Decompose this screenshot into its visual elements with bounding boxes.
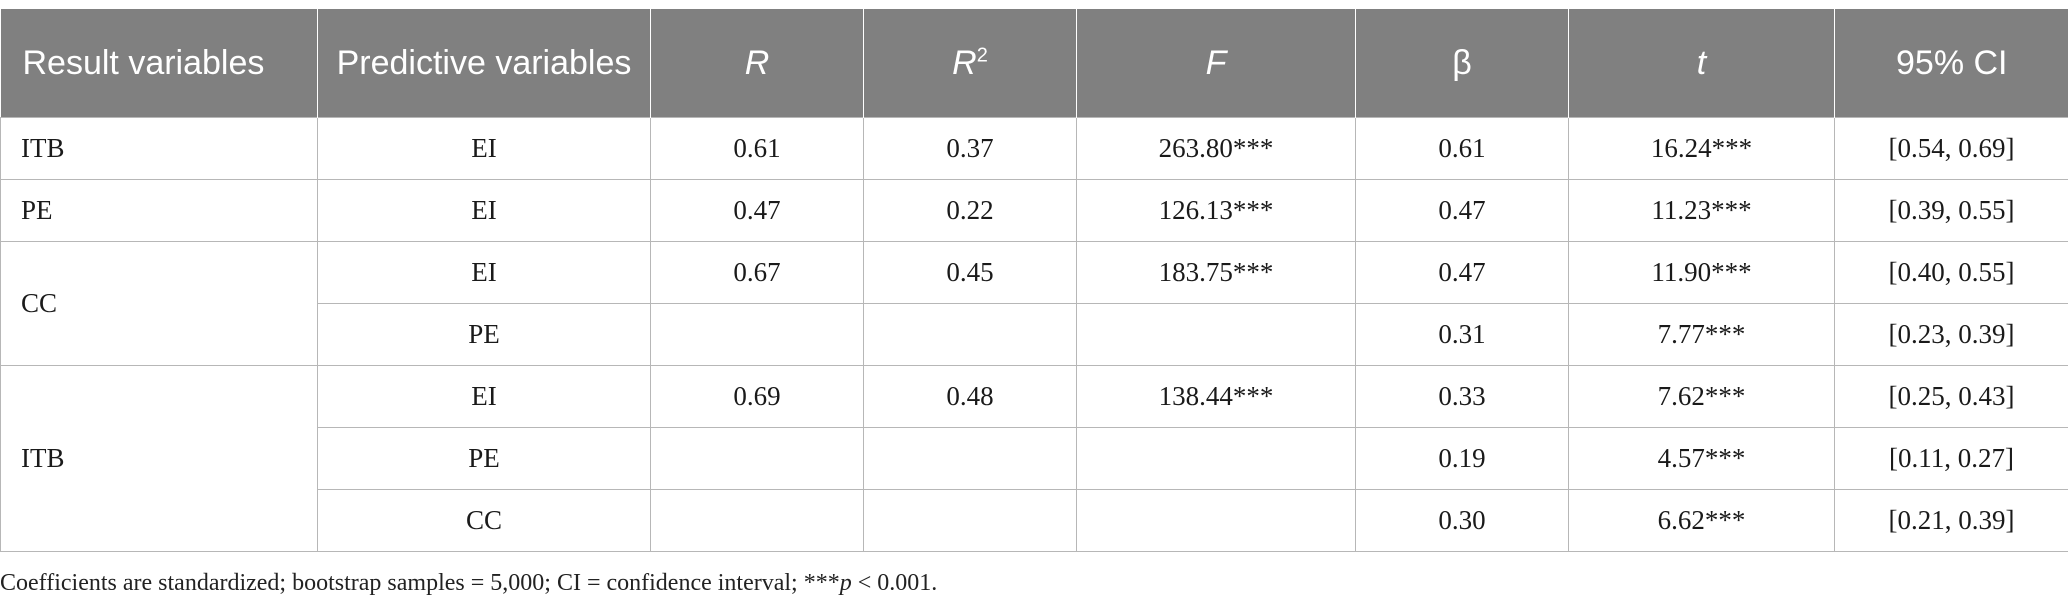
cell-predictor: PE — [317, 426, 651, 490]
cell-t: 4.57*** — [1568, 426, 1835, 490]
header-predictive-variables: Predictive variables — [317, 9, 651, 117]
cell-r: 0.47 — [650, 178, 864, 242]
cell-r — [650, 302, 864, 366]
cell-r: 0.67 — [650, 240, 864, 304]
cell-f — [1076, 488, 1356, 552]
header-ci: 95% CI — [1834, 9, 2068, 117]
header-beta: β — [1355, 9, 1569, 117]
cell-result: ITB — [0, 116, 318, 180]
header-r2-base: R — [952, 43, 977, 82]
footnote-text-before: Coefficients are standardized; bootstrap… — [0, 570, 840, 596]
cell-predictor: EI — [317, 364, 651, 428]
header-result-variables: Result variables — [0, 9, 318, 117]
cell-f: 138.44*** — [1076, 364, 1356, 428]
cell-ci: [0.11, 0.27] — [1834, 426, 2068, 490]
cell-beta: 0.47 — [1355, 178, 1569, 242]
cell-r: 0.61 — [650, 116, 864, 180]
cell-predictor: EI — [317, 178, 651, 242]
cell-t: 7.77*** — [1568, 302, 1835, 366]
header-t: t — [1568, 9, 1835, 117]
cell-beta: 0.33 — [1355, 364, 1569, 428]
cell-predictor: EI — [317, 240, 651, 304]
cell-r — [650, 488, 864, 552]
cell-result-merged: CC — [0, 240, 318, 366]
table-row: CC 0.30 6.62*** [0.21, 0.39] — [1, 488, 2068, 552]
table-row: ITB EI 0.61 0.37 263.80*** 0.61 16.24***… — [0, 116, 2068, 180]
cell-predictor: CC — [317, 488, 651, 552]
header-t-label: t — [1696, 43, 1707, 82]
cell-ci: [0.39, 0.55] — [1834, 178, 2068, 242]
cell-ci: [0.54, 0.69] — [1834, 116, 2068, 180]
header-f-label: F — [1205, 43, 1227, 82]
cell-r2 — [863, 488, 1077, 552]
table-footnote: Coefficients are standardized; bootstrap… — [0, 570, 937, 597]
cell-t: 7.62*** — [1568, 364, 1835, 428]
cell-beta: 0.19 — [1355, 426, 1569, 490]
cell-r2: 0.45 — [863, 240, 1077, 304]
regression-table-wrapper: Result variables Predictive variables R … — [0, 9, 2068, 552]
cell-beta: 0.61 — [1355, 116, 1569, 180]
cell-ci: [0.25, 0.43] — [1834, 364, 2068, 428]
cell-f — [1076, 426, 1356, 490]
cell-r2: 0.48 — [863, 364, 1077, 428]
cell-t: 11.90*** — [1568, 240, 1835, 304]
cell-r — [650, 426, 864, 490]
cell-result-merged: ITB — [0, 364, 318, 552]
cell-result: PE — [0, 178, 318, 242]
cell-beta: 0.31 — [1355, 302, 1569, 366]
cell-predictor: PE — [317, 302, 651, 366]
cell-t: 6.62*** — [1568, 488, 1835, 552]
cell-r2: 0.37 — [863, 116, 1077, 180]
cell-f: 126.13*** — [1076, 178, 1356, 242]
cell-r2 — [863, 302, 1077, 366]
cell-f: 183.75*** — [1076, 240, 1356, 304]
footnote-p-symbol: p — [839, 570, 852, 596]
cell-predictor: EI — [317, 116, 651, 180]
header-f: F — [1076, 9, 1356, 117]
cell-ci: [0.40, 0.55] — [1834, 240, 2068, 304]
header-r-squared: R2 — [863, 9, 1077, 117]
cell-beta: 0.47 — [1355, 240, 1569, 304]
cell-beta: 0.30 — [1355, 488, 1569, 552]
cell-f — [1076, 302, 1356, 366]
cell-ci: [0.21, 0.39] — [1834, 488, 2068, 552]
cell-r2: 0.22 — [863, 178, 1077, 242]
table-row: PE 0.19 4.57*** [0.11, 0.27] — [1, 426, 2068, 490]
header-row: Result variables Predictive variables R … — [0, 9, 2068, 117]
header-r-label: R — [744, 43, 770, 82]
header-r: R — [650, 9, 864, 117]
regression-table: Result variables Predictive variables R … — [0, 9, 2068, 552]
table-row: ITB EI 0.69 0.48 138.44*** 0.33 7.62*** … — [0, 364, 2068, 552]
cell-f: 263.80*** — [1076, 116, 1356, 180]
table-row: PE EI 0.47 0.22 126.13*** 0.47 11.23*** … — [0, 178, 2068, 242]
table-row: CC EI 0.67 0.45 183.75*** 0.47 11.90*** … — [0, 240, 2068, 366]
header-r2-exponent: 2 — [976, 44, 988, 67]
footnote-text-after: < 0.001. — [851, 570, 938, 596]
cell-t: 11.23*** — [1568, 178, 1835, 242]
cell-ci: [0.23, 0.39] — [1834, 302, 2068, 366]
cell-r: 0.69 — [650, 364, 864, 428]
cell-t: 16.24*** — [1568, 116, 1835, 180]
cell-r2 — [863, 426, 1077, 490]
